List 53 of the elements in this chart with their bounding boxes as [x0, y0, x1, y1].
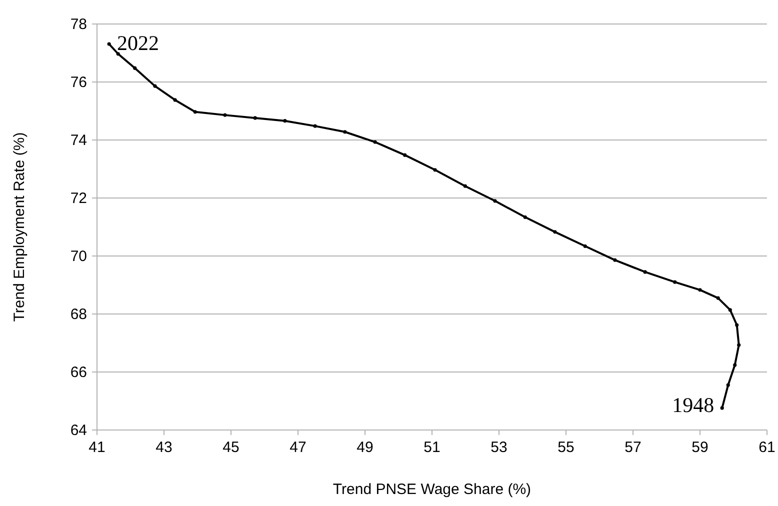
- x-tick-label: 59: [692, 439, 708, 456]
- x-tick-label: 55: [558, 439, 574, 456]
- point: [283, 119, 287, 123]
- point: [583, 244, 587, 248]
- x-tick-label: 53: [490, 439, 508, 456]
- point: [116, 52, 120, 56]
- point: [173, 98, 177, 102]
- point: [313, 124, 317, 128]
- point: [673, 280, 677, 284]
- y-tick-label: 66: [70, 364, 87, 381]
- point: [613, 258, 617, 262]
- annotation: 2022: [117, 31, 160, 56]
- x-tick-label: 57: [624, 439, 642, 456]
- point: [403, 153, 407, 157]
- annotation: 1948: [672, 392, 714, 417]
- point: [735, 323, 739, 327]
- x-tick-label: 45: [222, 439, 240, 456]
- point: [493, 199, 497, 203]
- point: [153, 84, 157, 88]
- point: [553, 230, 557, 234]
- x-tick-label: 61: [758, 439, 776, 456]
- point: [716, 296, 720, 300]
- point: [253, 116, 257, 120]
- point: [373, 140, 377, 144]
- point: [643, 270, 647, 274]
- x-tick-label: 51: [424, 439, 440, 456]
- point: [193, 110, 197, 114]
- y-axis-title: Trend Employment Rate (%): [11, 132, 28, 322]
- point: [733, 363, 737, 367]
- point: [463, 184, 467, 188]
- x-axis-title: Trend PNSE Wage Share (%): [332, 481, 532, 498]
- point: [720, 406, 724, 410]
- y-tick-label: 70: [70, 248, 87, 265]
- x-tick-label: 49: [356, 439, 374, 456]
- point: [223, 113, 227, 117]
- point: [133, 66, 137, 70]
- point: [728, 308, 732, 312]
- x-tick-label: 47: [290, 439, 306, 456]
- point: [698, 288, 702, 292]
- point: [107, 42, 111, 46]
- point: [433, 168, 437, 172]
- x-tick-label: 43: [156, 439, 172, 456]
- y-tick-label: 64: [70, 422, 87, 439]
- point: [523, 215, 527, 219]
- point: [343, 130, 347, 134]
- y-tick-label: 68: [70, 306, 87, 323]
- point: [726, 383, 730, 387]
- x-tick-label: 41: [88, 439, 106, 456]
- y-tick-label: 72: [70, 190, 87, 207]
- point: [737, 343, 741, 347]
- y-tick-label: 74: [70, 132, 87, 149]
- y-tick-label: 76: [70, 74, 87, 91]
- y-tick-label: 78: [70, 16, 87, 33]
